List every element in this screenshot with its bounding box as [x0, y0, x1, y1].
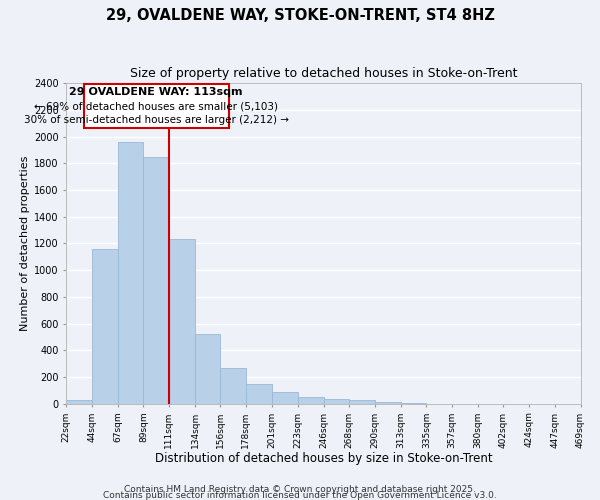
Bar: [195, 334, 220, 404]
Text: 29, OVALDENE WAY, STOKE-ON-TRENT, ST4 8HZ: 29, OVALDENE WAY, STOKE-ON-TRENT, ST4 8H…: [106, 8, 494, 22]
Bar: [67, 400, 92, 404]
Bar: [246, 384, 272, 404]
Y-axis label: Number of detached properties: Number of detached properties: [20, 156, 30, 331]
Text: ← 69% of detached houses are smaller (5,103): ← 69% of detached houses are smaller (5,…: [34, 102, 278, 112]
Bar: [92, 249, 118, 404]
Bar: [220, 368, 246, 404]
Text: 30% of semi-detached houses are larger (2,212) →: 30% of semi-detached houses are larger (…: [23, 114, 289, 124]
Bar: [349, 400, 374, 404]
Bar: [118, 142, 143, 404]
Title: Size of property relative to detached houses in Stoke-on-Trent: Size of property relative to detached ho…: [130, 68, 517, 80]
Bar: [298, 397, 324, 404]
Bar: [83, 84, 229, 128]
Bar: [272, 392, 298, 404]
Bar: [143, 156, 169, 404]
Bar: [374, 402, 401, 404]
Text: Contains HM Land Registry data © Crown copyright and database right 2025.: Contains HM Land Registry data © Crown c…: [124, 484, 476, 494]
Text: Contains public sector information licensed under the Open Government Licence v3: Contains public sector information licen…: [103, 490, 497, 500]
Text: 29 OVALDENE WAY: 113sqm: 29 OVALDENE WAY: 113sqm: [70, 88, 243, 98]
X-axis label: Distribution of detached houses by size in Stoke-on-Trent: Distribution of detached houses by size …: [155, 452, 492, 465]
Bar: [401, 403, 427, 404]
Bar: [324, 399, 349, 404]
Bar: [169, 240, 195, 404]
